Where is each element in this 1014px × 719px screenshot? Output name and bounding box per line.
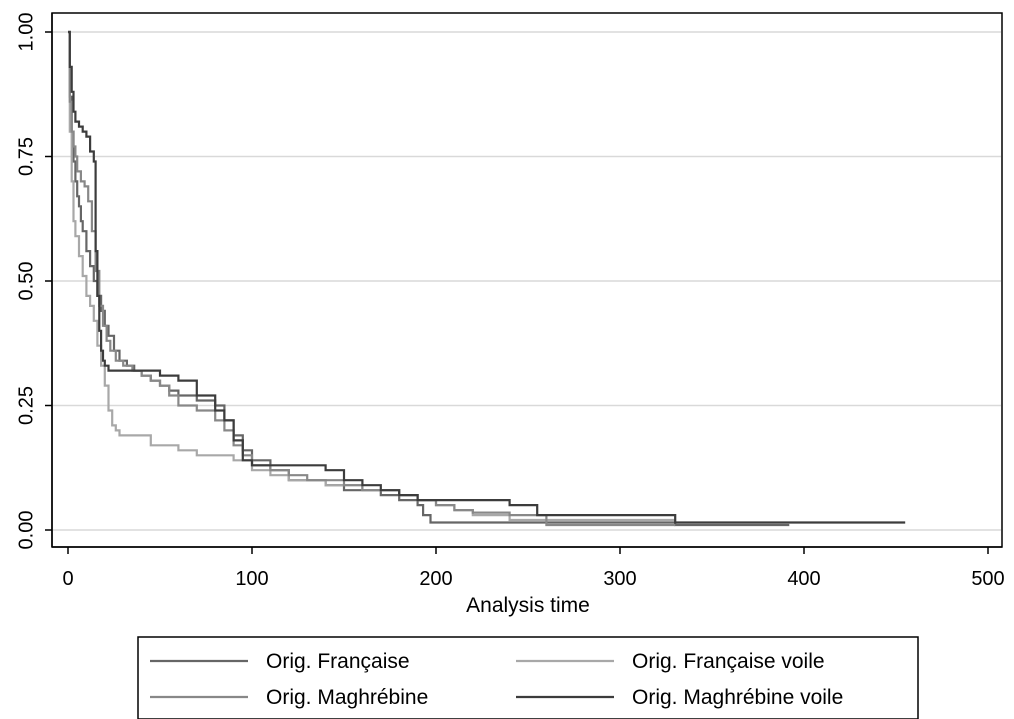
x-tick-label-5: 500: [971, 568, 1004, 590]
legend-label-2: Orig. Maghrébine: [266, 686, 428, 709]
x-tick-label-4: 400: [787, 568, 820, 590]
x-tick-label-0: 0: [62, 568, 73, 590]
legend-label-3: Orig. Maghrébine voile: [632, 686, 843, 709]
x-tick-label-2: 200: [419, 568, 452, 590]
y-tick-label-4: 1.00: [15, 13, 37, 52]
legend-box: [137, 636, 919, 719]
y-axis: 0.00 0.25 0.50 0.75 1.00: [15, 13, 53, 550]
legend: Orig. Française Orig. Française voile Orig…: [137, 636, 919, 719]
series-line-3: [68, 30, 906, 524]
y-tick-label-2: 0.50: [15, 262, 37, 301]
gridlines: [53, 31, 1001, 531]
x-axis: 0 100 200 300 400 500: [52, 546, 1005, 590]
plot-frame: [51, 12, 1003, 548]
series-lines: [68, 30, 906, 527]
x-axis-title: Analysis time: [466, 594, 590, 617]
legend-label-0: Orig. Française: [266, 650, 410, 673]
y-tick-label-0: 0.00: [15, 511, 37, 550]
x-tick-label-3: 300: [603, 568, 636, 590]
x-tick-label-1: 100: [235, 568, 268, 590]
legend-label-1: Orig. Française voile: [632, 650, 825, 673]
y-tick-label-3: 0.75: [15, 137, 37, 176]
y-tick-label-1: 0.25: [15, 386, 37, 425]
